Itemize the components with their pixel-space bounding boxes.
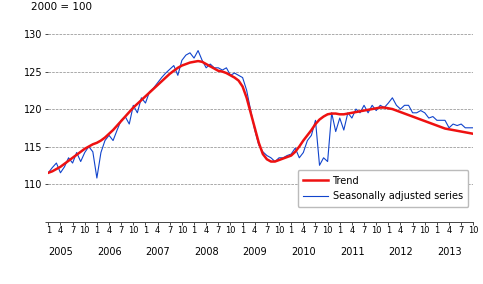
Seasonally adjusted series [57,171,63,174]
Trend [195,59,201,63]
Text: 2005: 2005 [48,247,73,256]
Seasonally adjusted series [329,111,335,114]
Seasonally adjusted series [300,151,306,154]
Seasonally adjusted series [45,171,51,174]
Text: 2012: 2012 [388,247,413,256]
Trend [45,171,51,174]
Seasonally adjusted series [345,111,351,114]
Text: 2006: 2006 [97,247,122,256]
Trend [470,132,476,135]
Trend [297,145,302,148]
Trend [300,139,306,142]
Text: 2000 = 100: 2000 = 100 [31,2,92,12]
Text: 2008: 2008 [194,247,219,256]
Text: 2013: 2013 [437,247,462,256]
Trend [418,118,424,121]
Text: 2011: 2011 [340,247,364,256]
Text: 2010: 2010 [291,247,316,256]
Trend [325,112,330,116]
Seasonally adjusted series [94,176,100,180]
Line: Trend: Trend [48,61,473,173]
Trend [57,165,63,168]
Text: 2007: 2007 [145,247,170,256]
Seasonally adjusted series [195,49,201,52]
Trend [341,112,347,116]
Seasonally adjusted series [304,139,310,142]
Seasonally adjusted series [422,111,427,114]
Line: Seasonally adjusted series: Seasonally adjusted series [48,51,473,178]
Seasonally adjusted series [470,126,476,130]
Legend: Trend, Seasonally adjusted series: Trend, Seasonally adjusted series [298,170,469,207]
Text: 2009: 2009 [242,247,267,256]
